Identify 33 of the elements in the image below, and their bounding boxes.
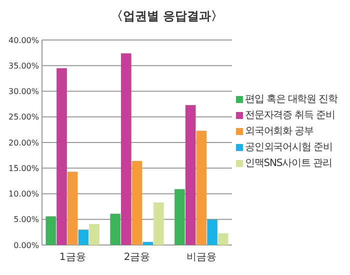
bar: [154, 202, 164, 245]
legend-label: 전문자격증 취득 준비: [245, 110, 335, 121]
y-tick-label: 10.00%: [8, 190, 40, 199]
bar: [142, 242, 153, 245]
y-tick-label: 0.00%: [14, 240, 40, 250]
bar: [78, 230, 89, 245]
x-tick-label: 2금융: [124, 252, 150, 263]
bar: [110, 214, 120, 245]
bar: [89, 224, 100, 245]
bar: [207, 219, 218, 245]
bar: [218, 233, 228, 245]
y-tick-label: 25.00%: [8, 112, 40, 122]
bar: [46, 216, 56, 245]
bar: [185, 105, 196, 245]
bar: [121, 53, 132, 245]
y-tick-label: 20.00%: [8, 138, 40, 148]
bar: [56, 68, 67, 245]
chart-title: 〈업권별 응답결과〉: [110, 9, 224, 23]
y-tick-label: 35.00%: [8, 61, 40, 70]
bar: [174, 189, 185, 245]
x-tick-label: 비금융: [186, 252, 216, 263]
y-tick-label: 40.00%: [8, 36, 40, 45]
bar: [132, 160, 142, 245]
x-tick-label: 1금융: [59, 252, 86, 263]
y-tick-label: 30.00%: [8, 87, 40, 96]
bar: [67, 172, 78, 245]
y-tick-label: 15.00%: [8, 164, 40, 173]
legend-label: 공인외국어시험 준비: [245, 142, 332, 153]
legend-label: 인맥SNS사이트 관리: [245, 158, 332, 169]
bar: [196, 130, 207, 245]
legend-label: 외국어회화 공부: [245, 126, 314, 137]
legend-label: 편입 혹은 대학원 진학: [245, 94, 338, 105]
y-tick-label: 5.00%: [14, 215, 40, 224]
